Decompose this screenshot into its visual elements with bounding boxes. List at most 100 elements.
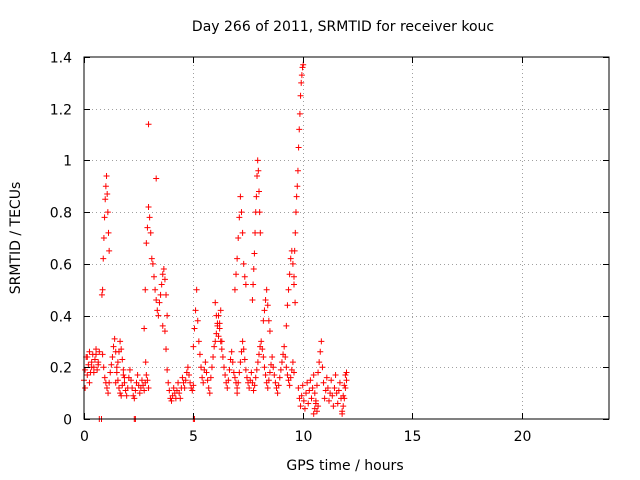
data-point (215, 333, 222, 340)
data-point (91, 356, 98, 363)
y-tick-label: 0 (63, 413, 72, 429)
data-point (331, 384, 338, 391)
data-point (143, 372, 150, 379)
data-point (269, 353, 276, 360)
data-point (310, 410, 317, 417)
data-point (292, 209, 299, 216)
data-point (113, 364, 120, 371)
data-point (218, 346, 225, 353)
data-point (295, 384, 302, 391)
data-point (257, 229, 264, 236)
data-point (105, 390, 112, 397)
data-point (155, 312, 162, 319)
x-axis-label: GPS time / hours (286, 458, 403, 474)
data-point (165, 379, 172, 386)
data-point (254, 172, 261, 179)
data-point (266, 369, 273, 376)
data-point (166, 387, 173, 394)
data-point (189, 387, 196, 394)
data-point (270, 364, 277, 371)
data-point (170, 384, 177, 391)
data-point (134, 372, 141, 379)
data-point (297, 92, 304, 99)
data-point (160, 266, 167, 273)
data-point (343, 369, 350, 376)
data-point (321, 395, 328, 402)
y-tick-labels: 0 0.2 0.4 0.6 0.8 1 1.2 1.4 (50, 51, 72, 429)
data-point (213, 312, 220, 319)
data-point (307, 377, 314, 384)
data-point (240, 260, 247, 267)
data-point (231, 286, 238, 293)
data-point (144, 224, 151, 231)
data-point (88, 359, 95, 366)
data-point (164, 312, 171, 319)
data-point (275, 382, 282, 389)
data-point (221, 364, 227, 371)
data-point (113, 369, 120, 376)
data-point (312, 397, 319, 404)
data-point (253, 193, 260, 200)
data-point (263, 286, 270, 293)
data-point (239, 338, 246, 345)
data-point (143, 240, 150, 247)
data-point (119, 356, 126, 363)
data-point (282, 353, 289, 360)
data-point (145, 121, 152, 128)
data-point (233, 271, 240, 278)
data-point (129, 384, 136, 391)
data-point (103, 384, 110, 391)
data-point (123, 392, 130, 399)
data-point (228, 348, 235, 355)
data-point (276, 374, 283, 381)
data-point (339, 410, 346, 417)
data-point (283, 322, 290, 329)
data-point (187, 379, 194, 386)
data-point (251, 382, 258, 389)
data-point (211, 343, 218, 350)
data-point (260, 353, 267, 360)
data-point (256, 209, 263, 216)
data-point (318, 338, 325, 345)
data-point (315, 403, 322, 410)
data-point (252, 374, 259, 381)
data-point (255, 167, 262, 174)
data-point (231, 374, 238, 381)
plot-frame (83, 56, 610, 420)
data-point (106, 379, 113, 386)
data-point (243, 374, 250, 381)
chart-title: Day 266 of 2011, SRMTID for receiver kou… (192, 19, 494, 35)
x-tick-label: 15 (404, 429, 422, 445)
data-point (149, 260, 156, 267)
data-point (85, 361, 92, 368)
data-point (264, 384, 271, 391)
data-point (161, 328, 168, 335)
data-point (121, 379, 128, 386)
data-point (296, 126, 303, 133)
data-point (304, 379, 311, 386)
x-tick-label: 5 (189, 429, 198, 445)
data-point (341, 382, 348, 389)
data-point (341, 395, 348, 402)
data-point (190, 343, 197, 350)
y-tick-label: 0.8 (50, 206, 72, 222)
data-point (291, 281, 297, 288)
data-point (250, 281, 257, 288)
data-point (151, 273, 157, 280)
data-point (256, 351, 262, 358)
data-point (148, 255, 155, 262)
data-point (323, 374, 330, 381)
data-point (316, 359, 323, 366)
data-point (264, 302, 271, 309)
data-point (217, 307, 224, 314)
data-point (108, 361, 115, 368)
data-point (158, 281, 165, 288)
data-point (101, 374, 108, 381)
data-point (259, 346, 266, 353)
data-point (212, 338, 219, 345)
data-point (246, 384, 253, 391)
data-point (286, 271, 293, 278)
data-point (253, 366, 260, 373)
data-point (328, 377, 335, 384)
data-point (340, 392, 347, 399)
